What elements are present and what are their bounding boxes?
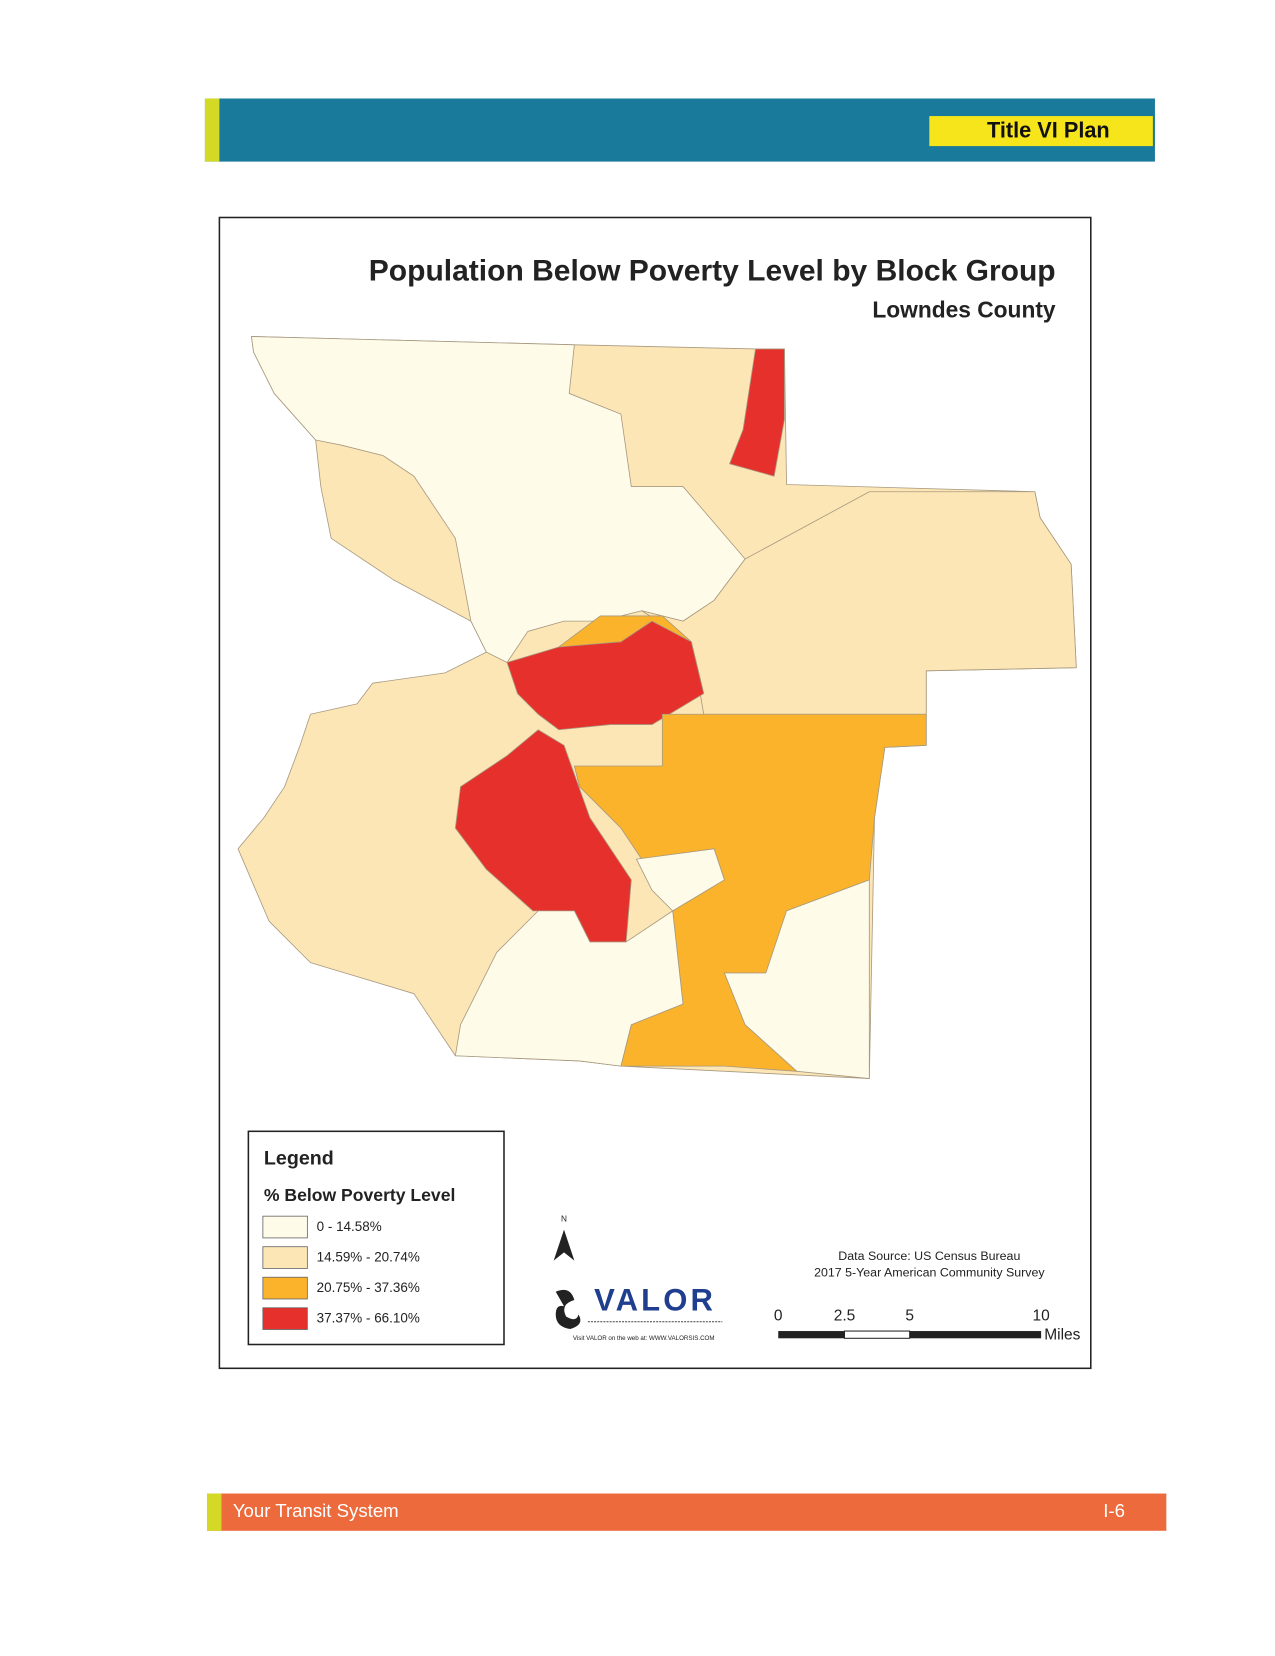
footer-accent — [206, 1493, 222, 1531]
header-tag — [929, 116, 1153, 147]
legend-swatch — [262, 1307, 308, 1330]
header-accent — [204, 98, 220, 162]
block-group — [636, 848, 725, 912]
footer-bar — [206, 1493, 1167, 1531]
scale-label: 2.5 — [834, 1308, 856, 1325]
north-arrow — [553, 1229, 575, 1261]
block-group — [506, 620, 705, 731]
legend-swatch — [262, 1276, 308, 1300]
footer-left: Your Transit System — [233, 1500, 399, 1521]
legend-label: 20.75% - 37.36% — [317, 1280, 420, 1295]
footer-page: I-6 — [1103, 1500, 1125, 1521]
logo-url: Visit VALOR on the web at: WWW.VALORSIS.… — [573, 1335, 715, 1342]
scale-segment — [909, 1331, 1042, 1339]
block-group — [251, 336, 746, 663]
logo-name: VALOR — [594, 1282, 716, 1317]
block-group — [724, 879, 870, 1079]
scale-segment — [778, 1331, 845, 1339]
legend-swatch — [262, 1246, 308, 1269]
legend-label: 14.59% - 20.74% — [317, 1250, 420, 1265]
legend-swatch — [262, 1215, 308, 1239]
county-map — [237, 336, 1077, 1079]
scale-segment — [843, 1330, 911, 1339]
header-title: Title VI Plan — [987, 117, 1110, 142]
legend-items: 0 - 14.58% 14.59% - 20.74% 20.75% - 37.36%… — [262, 1215, 420, 1330]
legend-label: 37.37% - 66.10% — [317, 1311, 420, 1326]
data-source: 2017 5-Year American Community Survey — [814, 1265, 1045, 1279]
legend-title: Legend — [264, 1147, 334, 1169]
block-group — [573, 713, 927, 1072]
block-group — [454, 910, 684, 1067]
scale-label: 0 — [774, 1308, 783, 1325]
data-source: Data Source: US Census Bureau — [838, 1249, 1020, 1263]
logo-icon — [555, 1289, 581, 1329]
scale-label: 5 — [905, 1308, 914, 1325]
block-group — [729, 348, 785, 477]
map-title: Population Below Poverty Level by Block … — [369, 254, 1056, 287]
north-mark: N — [561, 1214, 567, 1223]
scale-unit: Miles — [1044, 1326, 1080, 1343]
legend-label: 0 - 14.58% — [317, 1219, 382, 1234]
legend-subtitle: % Below Poverty Level — [264, 1185, 455, 1205]
map-subtitle: Lowndes County — [872, 297, 1056, 323]
scale-label: 10 — [1032, 1308, 1050, 1325]
